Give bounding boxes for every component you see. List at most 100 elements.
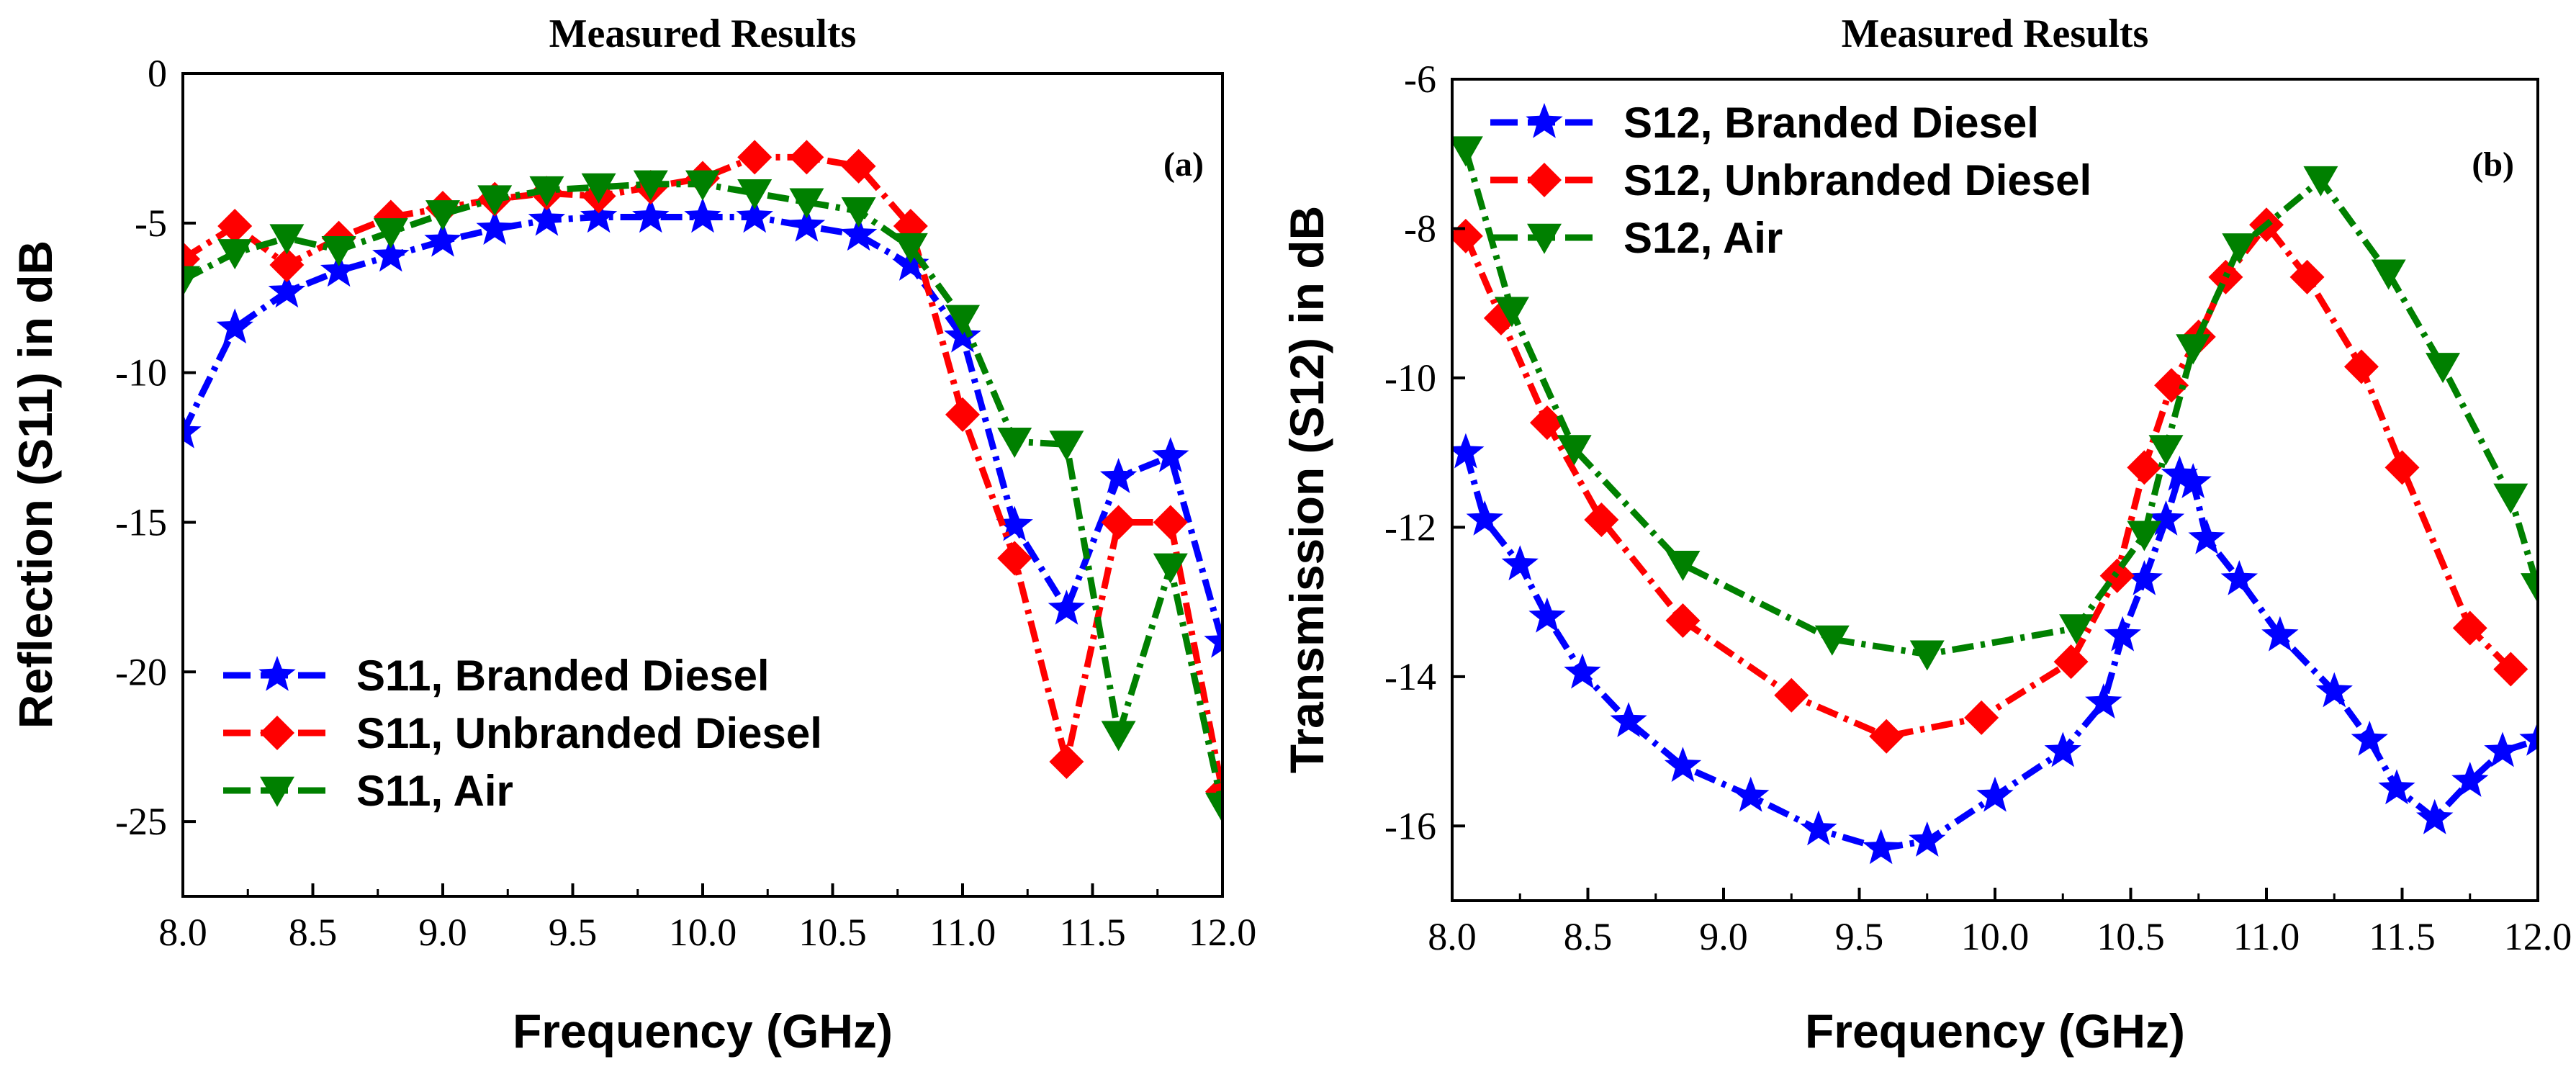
series-line <box>1462 221 2513 740</box>
y-tick-label: -10 <box>115 351 167 395</box>
y-tick-label: -15 <box>115 500 167 544</box>
data-point <box>1204 622 1222 658</box>
data-point <box>945 305 980 335</box>
data-point <box>2044 731 2081 767</box>
x-tick-label: 9.0 <box>1699 915 1748 958</box>
data-point <box>2451 762 2489 797</box>
legend-marker <box>1526 103 1563 138</box>
data-point <box>217 239 253 270</box>
x-tick-label: 11.5 <box>2369 915 2436 958</box>
legend-item: S11, Unbranded Diesel <box>223 709 822 757</box>
data-point <box>1101 505 1136 540</box>
legend-label: S12, Unbranded Diesel <box>1623 156 2091 204</box>
x-tick-label: 11.0 <box>929 911 996 954</box>
data-point <box>1814 625 1850 656</box>
data-point <box>2127 450 2162 485</box>
legend-marker <box>260 716 294 750</box>
series-line <box>183 214 1222 643</box>
x-tick-label: 8.5 <box>1564 915 1613 958</box>
x-tick-label: 11.5 <box>1059 911 1126 954</box>
data-point <box>1869 719 1904 754</box>
data-point <box>183 413 202 449</box>
data-point <box>268 272 306 308</box>
data-point <box>1610 702 1647 737</box>
y-tick-label: -25 <box>115 800 167 843</box>
data-point <box>2371 259 2406 290</box>
data-point <box>685 170 720 201</box>
x-tick-label: 12.0 <box>2504 915 2572 958</box>
data-point <box>2303 166 2338 197</box>
data-point <box>425 200 460 231</box>
data-point <box>183 266 200 297</box>
data-point <box>1205 793 1222 824</box>
y-tick-label: -6 <box>1404 58 1436 101</box>
data-point <box>737 140 773 175</box>
data-point <box>477 185 513 216</box>
series-blue <box>1452 433 2538 865</box>
data-point <box>580 197 618 233</box>
data-point <box>528 200 566 236</box>
data-point <box>1153 553 1188 584</box>
data-point <box>2493 483 2528 514</box>
data-point <box>2220 560 2258 595</box>
series-red <box>1452 207 2528 754</box>
data-point <box>1774 677 1809 713</box>
data-point <box>1529 405 1564 441</box>
series-blue <box>183 197 1222 658</box>
data-point <box>216 308 253 344</box>
chart-title: Measured Results <box>549 12 857 56</box>
data-point <box>1976 776 2014 812</box>
data-point <box>945 397 980 432</box>
y-tick-label: -8 <box>1404 207 1436 250</box>
data-point <box>1564 653 1601 689</box>
x-tick-label: 8.5 <box>289 911 338 954</box>
data-point <box>1501 545 1539 581</box>
x-axis-label: Frequency (GHz) <box>513 1004 893 1058</box>
data-point <box>2384 450 2420 485</box>
x-tick-label: 8.0 <box>1428 915 1477 958</box>
y-axis-label: Transmission (S12) in dB <box>1280 206 1333 774</box>
data-point <box>269 224 305 255</box>
data-point <box>737 179 773 210</box>
data-point <box>321 236 356 267</box>
data-point <box>320 251 358 287</box>
data-point <box>476 210 513 245</box>
data-point <box>2222 233 2257 264</box>
legend-label: S11, Unbranded Diesel <box>356 709 822 757</box>
data-point <box>2188 518 2225 554</box>
x-tick-label: 9.0 <box>418 911 467 954</box>
legend-label: S12, Branded Diesel <box>1623 99 2039 147</box>
data-point <box>2161 455 2198 491</box>
data-point <box>1584 502 1619 537</box>
data-point <box>1665 603 1701 639</box>
data-point <box>2148 435 2184 466</box>
data-point <box>2315 672 2353 708</box>
legend: S11, Branded Diesel S11, Unbranded Diesel… <box>223 652 822 815</box>
y-tick-label: -16 <box>1384 804 1436 847</box>
data-point <box>632 197 670 233</box>
x-tick-label: 10.5 <box>798 911 867 954</box>
legend-item: S12, Unbranded Diesel <box>1490 156 2091 204</box>
y-tick-label: 0 <box>148 52 167 95</box>
data-point <box>789 188 824 219</box>
data-point <box>373 218 408 249</box>
series-line <box>1462 149 2538 658</box>
data-point <box>1049 431 1084 461</box>
legend-item: S12, Air <box>1490 214 1783 262</box>
data-point <box>1557 435 1592 466</box>
data-point <box>1800 810 1837 846</box>
legend-marker <box>1527 223 1562 254</box>
data-point <box>684 197 721 233</box>
data-point <box>633 170 668 201</box>
data-point <box>2154 368 2189 403</box>
data-point <box>1909 821 1946 857</box>
legend-marker <box>258 656 296 691</box>
y-tick-label: -12 <box>1384 505 1436 549</box>
legend: S12, Branded Diesel S12, Unbranded Diesel… <box>1490 99 2091 262</box>
chart-title: Measured Results <box>1842 12 2149 56</box>
data-point <box>2174 463 2212 498</box>
data-point <box>2085 683 2122 719</box>
data-point <box>1664 747 1702 783</box>
x-tick-label: 10.5 <box>2097 915 2165 958</box>
